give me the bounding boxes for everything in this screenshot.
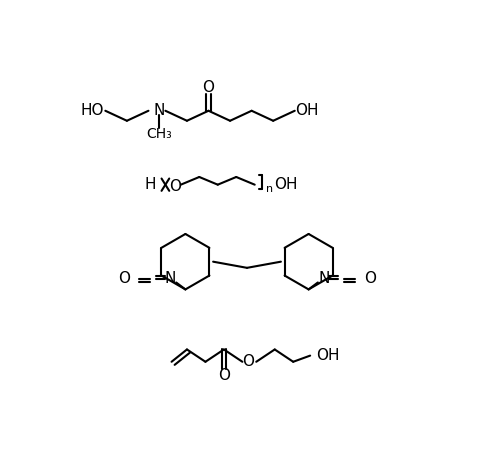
Text: O: O — [118, 271, 130, 286]
Text: O: O — [168, 179, 180, 195]
Text: CH₃: CH₃ — [146, 127, 172, 141]
Text: OH: OH — [274, 177, 297, 192]
Text: O: O — [242, 355, 254, 369]
Text: O: O — [202, 80, 214, 95]
Text: HO: HO — [80, 103, 104, 118]
Text: OH: OH — [316, 348, 340, 363]
Text: OH: OH — [295, 103, 318, 118]
Text: N: N — [318, 271, 330, 286]
Text: H: H — [144, 177, 156, 192]
Text: O: O — [218, 368, 230, 383]
Text: N: N — [154, 103, 165, 118]
Text: n: n — [266, 183, 274, 194]
Text: O: O — [364, 271, 376, 286]
Text: N: N — [164, 271, 175, 286]
